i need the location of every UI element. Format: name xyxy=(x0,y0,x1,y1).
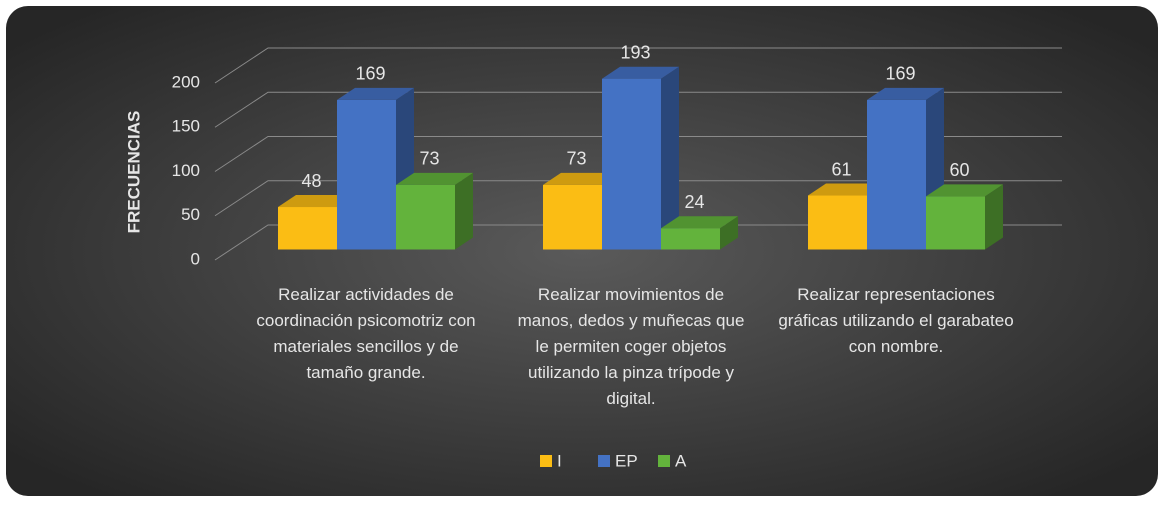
bar-top xyxy=(661,216,738,229)
x-tick-label: Realizar movimientos de manos, dedos y mu… xyxy=(518,285,745,408)
bar xyxy=(396,184,455,250)
value-label: 193 xyxy=(620,42,650,62)
value-label: 60 xyxy=(949,160,969,180)
bar xyxy=(926,196,985,250)
value-label: 24 xyxy=(684,192,704,212)
bar xyxy=(278,207,337,250)
bar-top xyxy=(808,183,885,196)
value-label: 169 xyxy=(885,64,915,84)
legend-label: I xyxy=(557,451,562,470)
bar-top xyxy=(926,184,1003,197)
bar-top xyxy=(278,195,355,208)
y-tick-label: 150 xyxy=(172,117,200,136)
value-label: 169 xyxy=(355,64,385,84)
x-tick-label: Realizar representaciones gráficas utiliz… xyxy=(778,285,1013,356)
bar xyxy=(602,78,661,250)
value-label: 73 xyxy=(419,149,439,169)
bar-top xyxy=(543,172,620,185)
value-label: 73 xyxy=(566,149,586,169)
grid-line xyxy=(214,224,1062,261)
bar xyxy=(808,195,867,250)
bar-side xyxy=(661,66,679,250)
value-label: 61 xyxy=(831,159,851,179)
x-tick-label: Realizar actividades de coordinación psic… xyxy=(256,285,475,382)
bar-side xyxy=(455,172,473,250)
grid-line xyxy=(214,91,1062,128)
bar xyxy=(543,184,602,250)
y-tick-label: 50 xyxy=(181,205,200,224)
y-tick-label: 100 xyxy=(172,161,200,180)
bar-top xyxy=(867,87,944,100)
bar-top xyxy=(602,66,679,79)
y-tick-label: 0 xyxy=(191,249,200,268)
y-tick-label: 200 xyxy=(172,72,200,91)
legend-swatch xyxy=(598,455,610,467)
grid-line xyxy=(214,180,1062,217)
y-axis-title: FRECUENCIAS xyxy=(124,111,143,234)
legend-label: EP xyxy=(615,451,638,470)
bar-top xyxy=(337,87,414,100)
value-label: 48 xyxy=(301,171,321,191)
grid-line xyxy=(214,47,1062,84)
bar-top xyxy=(396,172,473,185)
grid-line xyxy=(214,136,1062,172)
bar xyxy=(337,99,396,250)
bar-side xyxy=(985,184,1003,250)
legend-swatch xyxy=(540,455,552,467)
bar xyxy=(661,228,720,250)
bar-side xyxy=(720,216,738,250)
bar xyxy=(867,99,926,250)
legend-label: A xyxy=(675,451,687,470)
legend-swatch xyxy=(658,455,670,467)
